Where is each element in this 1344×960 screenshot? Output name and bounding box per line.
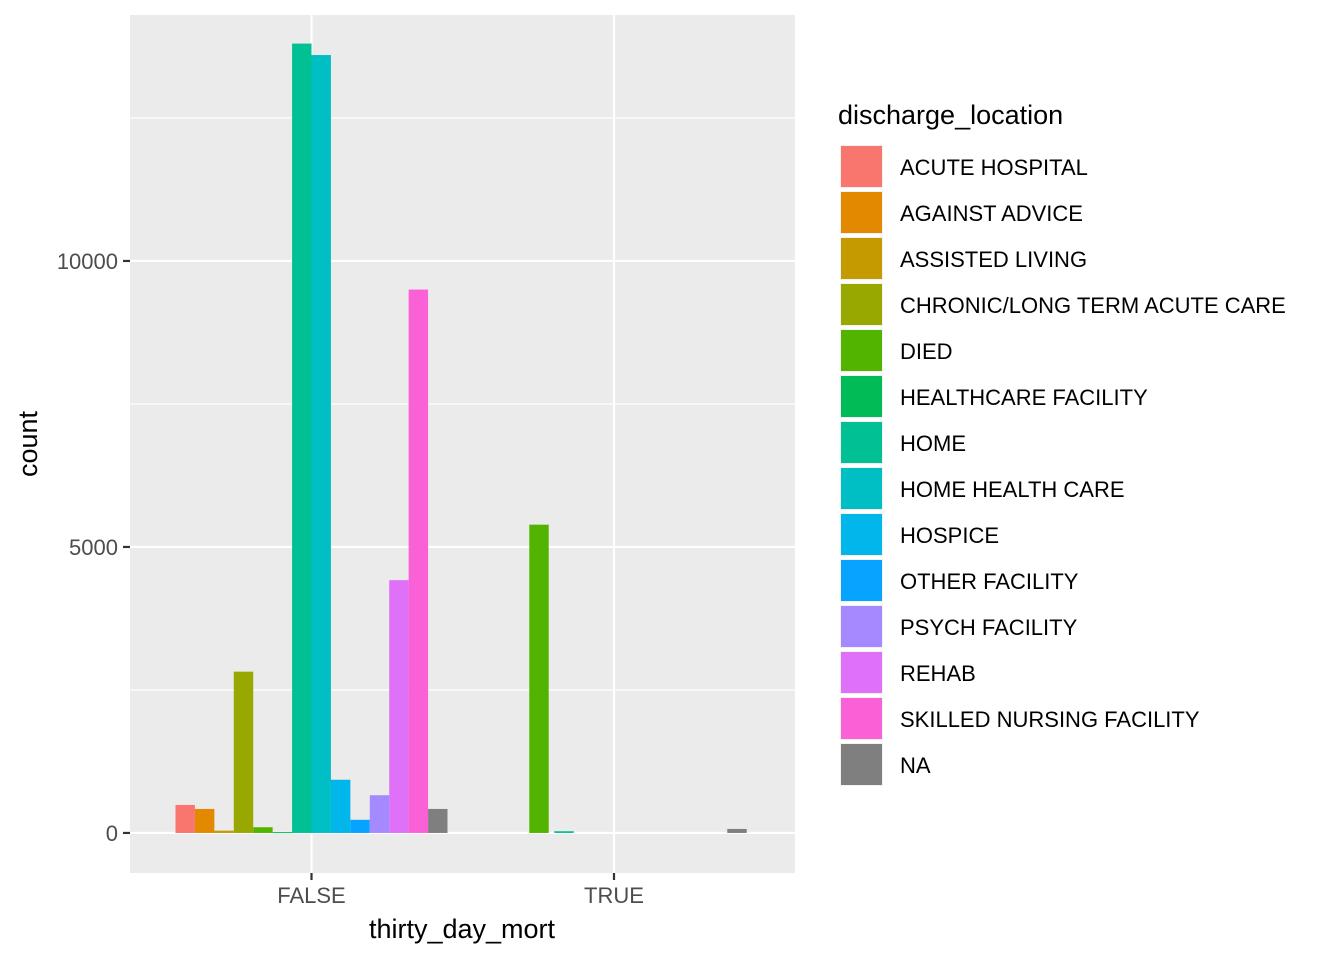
- legend-swatch: [841, 330, 882, 371]
- legend-swatch: [841, 238, 882, 279]
- bar: [233, 671, 254, 833]
- legend-label: CHRONIC/LONG TERM ACUTE CARE: [900, 293, 1286, 318]
- bar: [389, 580, 409, 833]
- legend-swatch: [841, 284, 882, 325]
- bar: [727, 828, 747, 833]
- legend-label: NA: [900, 753, 931, 778]
- x-tick-label: FALSE: [277, 883, 345, 908]
- bar: [253, 827, 273, 833]
- legend-swatch: [841, 146, 882, 187]
- bar: [175, 804, 195, 833]
- legend-label: HOME HEALTH CARE: [900, 477, 1125, 502]
- bar: [408, 289, 429, 833]
- legend-swatch: [841, 376, 882, 417]
- legend-label: HOME: [900, 431, 966, 456]
- legend-swatch: [841, 514, 882, 555]
- y-tick-label: 5000: [69, 535, 118, 560]
- plot-panel: [130, 15, 795, 873]
- y-axis: 0 5000 10000: [57, 249, 130, 846]
- legend: discharge_location ACUTE HOSPITAL AGAINST…: [838, 100, 1286, 786]
- bar: [529, 524, 549, 833]
- legend-label: HOSPICE: [900, 523, 999, 548]
- legend-label: OTHER FACILITY: [900, 569, 1079, 594]
- legend-label: ACUTE HOSPITAL: [900, 155, 1088, 180]
- legend-swatch: [841, 468, 882, 509]
- legend-swatch: [841, 560, 882, 601]
- bar: [554, 831, 574, 833]
- x-axis: FALSE TRUE: [277, 873, 644, 908]
- y-axis-title: count: [13, 410, 43, 477]
- bar: [272, 832, 293, 834]
- legend-label: HEALTHCARE FACILITY: [900, 385, 1148, 410]
- legend-label: PSYCH FACILITY: [900, 615, 1078, 640]
- bar: [369, 795, 390, 833]
- y-tick-label: 0: [106, 821, 118, 846]
- bar: [428, 808, 448, 833]
- legend-swatch: [841, 606, 882, 647]
- bar: [214, 830, 234, 833]
- bars: [175, 43, 747, 834]
- legend-label: REHAB: [900, 661, 976, 686]
- x-tick-label: TRUE: [584, 883, 644, 908]
- legend-swatch: [841, 192, 882, 233]
- legend-swatch: [841, 698, 882, 739]
- legend-swatch: [841, 652, 882, 693]
- bar: [350, 819, 370, 833]
- bar: [330, 779, 351, 833]
- legend-label: DIED: [900, 339, 953, 364]
- bar: [194, 808, 215, 833]
- bar: [311, 55, 331, 833]
- legend-title: discharge_location: [838, 100, 1063, 130]
- bar: [292, 43, 312, 833]
- legend-label: AGAINST ADVICE: [900, 201, 1083, 226]
- legend-label: ASSISTED LIVING: [900, 247, 1087, 272]
- y-tick-label: 10000: [57, 249, 118, 274]
- legend-swatch: [841, 422, 882, 463]
- legend-swatch: [841, 744, 882, 785]
- legend-label: SKILLED NURSING FACILITY: [900, 707, 1200, 732]
- x-axis-title: thirty_day_mort: [369, 914, 556, 944]
